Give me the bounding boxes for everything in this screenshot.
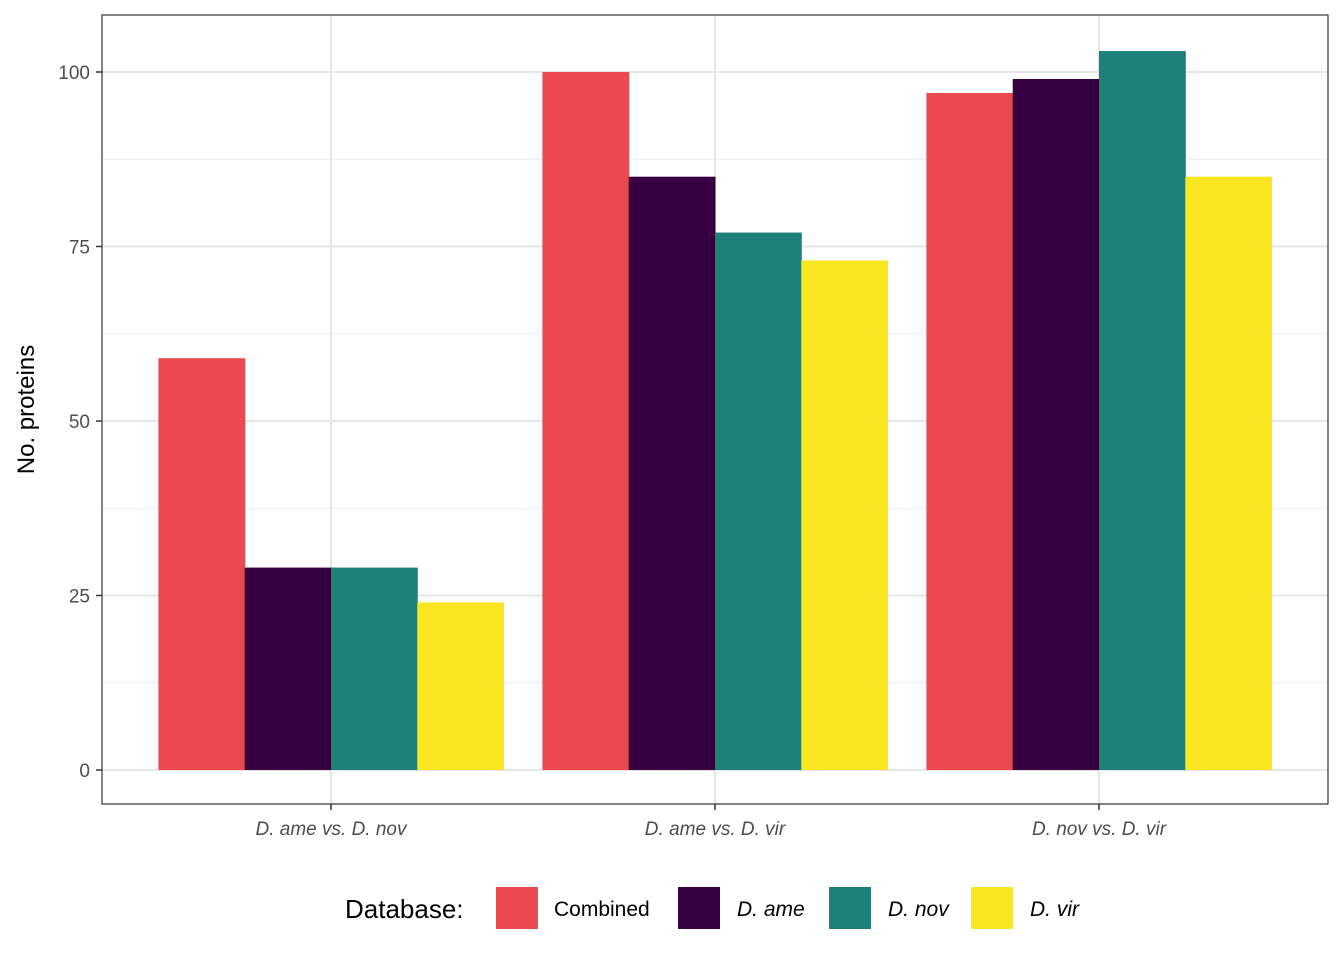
y-axis: 0 25 50 75 100 [58, 63, 102, 782]
bar [417, 602, 505, 770]
bar [542, 72, 630, 770]
bar [331, 567, 418, 770]
legend-label: D. vir [1030, 898, 1080, 921]
bar [926, 92, 1014, 770]
y-tick-label: 25 [69, 587, 90, 608]
legend-label: D. ame [737, 898, 805, 921]
legend-label: D. nov [888, 898, 950, 921]
legend-label: Combined [554, 898, 650, 921]
y-tick-label: 50 [69, 412, 90, 433]
bar [628, 176, 716, 770]
legend-key [678, 887, 720, 929]
bar [1185, 176, 1273, 770]
x-tick-label: D. ame vs. D. nov [256, 819, 408, 840]
bars [158, 51, 1273, 771]
x-axis: D. ame vs. D. nov D. ame vs. D. vir D. nov… [256, 804, 1167, 840]
bar [801, 260, 889, 770]
y-axis-title: No. proteins [13, 345, 40, 474]
bar [715, 232, 802, 771]
y-tick-label: 100 [58, 63, 90, 84]
x-tick-label: D. nov vs. D. vir [1032, 819, 1167, 840]
legend: Database: Combined D. ame D. nov D. vir [345, 887, 1080, 929]
bar [1099, 51, 1186, 771]
legend-key [829, 887, 871, 929]
y-tick-label: 75 [69, 238, 90, 259]
legend-key [971, 887, 1013, 929]
y-tick-label: 0 [79, 761, 90, 782]
x-tick-label: D. ame vs. D. vir [645, 819, 786, 840]
bar [158, 358, 246, 770]
legend-key [496, 887, 538, 929]
bar [244, 567, 332, 770]
bar [1012, 78, 1100, 771]
legend-title: Database: [345, 894, 464, 924]
